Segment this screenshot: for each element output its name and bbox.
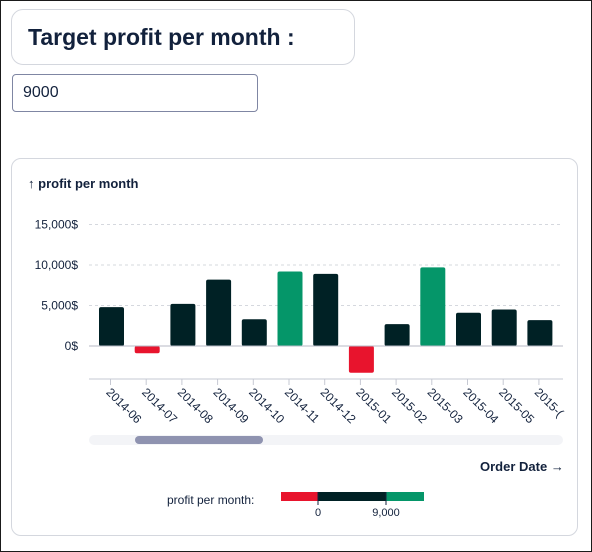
bar[interactable] (384, 324, 410, 346)
chart-scrollbar-thumb[interactable] (135, 436, 263, 444)
color-legend: 0 9,000 (281, 492, 424, 519)
bar-chart: 0$5,000$10,000$15,000$ 2014-062014-07201… (35, 218, 567, 427)
bar[interactable] (491, 309, 517, 346)
x-tick-label: 2015-03 (425, 385, 466, 426)
legend-label: profit per month: (167, 493, 255, 507)
x-tick-label: 2014-11 (282, 385, 323, 426)
arrow-up-icon: ↑ (28, 176, 35, 191)
legend-normal-swatch (318, 492, 386, 501)
x-tick-label: 2014-07 (139, 385, 180, 426)
y-tick-label: 0$ (65, 339, 79, 353)
x-tick-label: 2014-12 (318, 385, 359, 426)
bar[interactable] (206, 279, 232, 346)
x-tick-label: 2015-( (532, 385, 566, 419)
legend-tick-label-target: 9,000 (372, 507, 400, 519)
arrow-right-icon: → (550, 459, 564, 474)
y-tick-label: 5,000$ (41, 299, 78, 313)
legend-negative-swatch (281, 492, 318, 501)
x-tick-label: 2014-09 (210, 385, 251, 426)
bar[interactable] (277, 271, 303, 346)
bar[interactable] (348, 346, 374, 373)
chart-card: ↑ profit per month 0$ 5,000$ 10,000$ 15,000… (11, 158, 578, 536)
bar[interactable] (456, 312, 481, 346)
x-tick-label: 2014-08 (175, 385, 216, 426)
x-tick-label: 2015-05 (496, 385, 537, 426)
x-axis-title[interactable]: Order Date → (480, 459, 564, 474)
bar[interactable] (313, 273, 339, 346)
x-tick-label: 2014-10 (246, 385, 287, 426)
y-tick-label: 15,000$ (35, 218, 79, 232)
x-axis-ticks: 2014-062014-072014-082014-092014-102014-… (103, 379, 566, 426)
bar[interactable] (420, 267, 446, 346)
bar[interactable] (134, 346, 160, 354)
page-title: Target profit per month : (28, 24, 295, 50)
x-tick-label: 2014-06 (103, 385, 144, 426)
bars (89, 267, 563, 373)
x-axis-label: Order Date (480, 459, 548, 474)
title-card: Target profit per month : (11, 9, 355, 65)
x-tick-label: 2015-01 (353, 385, 394, 426)
y-tick-label: 10,000$ (35, 258, 79, 272)
legend-tick-label-zero: 0 (315, 507, 321, 519)
metric-title[interactable]: ↑ profit per month (28, 176, 139, 191)
bar[interactable] (170, 303, 196, 346)
chart-scrollbar-track[interactable] (89, 435, 563, 445)
bar[interactable] (527, 320, 553, 346)
bar[interactable] (241, 319, 267, 346)
legend-above-target-swatch (386, 492, 424, 501)
x-tick-label: 2015-02 (389, 385, 430, 426)
x-tick-label: 2015-04 (460, 385, 501, 426)
bar[interactable] (99, 307, 124, 346)
y-axis-ticks: 0$ 5,000$ 10,000$ 15,000$ (35, 218, 79, 354)
target-profit-input[interactable] (12, 74, 258, 112)
metric-label: profit per month (38, 176, 139, 191)
